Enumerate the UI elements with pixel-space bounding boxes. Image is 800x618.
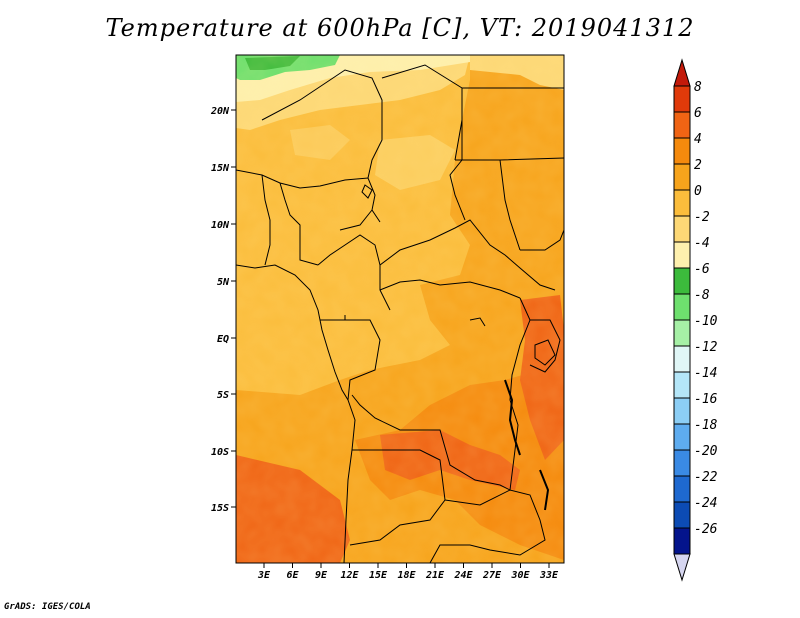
colorbar-level-label: -22 (694, 470, 718, 485)
lat-label: 15N (211, 163, 230, 174)
colorbar-swatch (673, 319, 691, 347)
lat-label: 5S (217, 390, 229, 401)
lat-label: 20N (210, 106, 230, 117)
colorbar-swatch (673, 215, 691, 243)
lat-label: 15S (211, 503, 229, 514)
lake-malawi (539, 469, 550, 511)
lat-label: EQ (217, 334, 229, 345)
colorbar-level-label: -2 (694, 210, 710, 225)
colorbar-swatch (673, 345, 691, 373)
colorbar-swatch (673, 189, 691, 217)
colorbar-level-label: -8 (694, 288, 710, 303)
lat-label: 5N (217, 277, 230, 288)
field-texture (236, 55, 564, 563)
temperature-field (236, 55, 564, 563)
lon-label: 21E (425, 570, 445, 581)
colorbar-swatch (673, 475, 691, 503)
border-car-south (379, 279, 521, 299)
colorbar-level-label: -12 (694, 340, 718, 355)
colorbar-swatch (673, 449, 691, 477)
border-niger-nigeria (236, 169, 381, 223)
lon-label: 15E (369, 570, 388, 581)
colorbar-swatch (673, 293, 691, 321)
border-benin (261, 174, 271, 266)
colorbar-top-arrow (673, 58, 691, 87)
border-congo-gabon (345, 319, 381, 401)
colorbar-level-label: 4 (694, 132, 702, 147)
lake-victoria (534, 339, 556, 366)
colorbar-level-label: -14 (694, 366, 717, 381)
colorbar-swatch (673, 527, 691, 555)
border-cameroon (317, 234, 391, 311)
lon-label: 24E (453, 570, 473, 581)
colorbar-level-label: 6 (694, 106, 702, 121)
country-borders (236, 64, 564, 563)
border-gabon-north (320, 315, 346, 321)
colorbar-bottom-arrow (673, 553, 691, 582)
colorbar-level-label: 0 (694, 184, 702, 199)
colorbar-swatch (673, 397, 691, 425)
lat-label: 10N (211, 220, 230, 231)
colorbar-swatch (673, 85, 691, 113)
grads-credit: GrADS: IGES/COLA (4, 602, 91, 612)
colorbar-swatch (673, 267, 691, 295)
border-car-north (379, 219, 556, 291)
colorbar-level-label: -10 (694, 314, 718, 329)
lon-label: 18E (397, 570, 416, 581)
border-chad-sudan (449, 120, 466, 221)
colorbar-level-label: 8 (694, 80, 702, 95)
colorbar-swatch (673, 423, 691, 451)
border-nigeria-west (279, 182, 319, 266)
longitude-axis: 3E 6E 9E 12E 15E 18E 21E 24E 27E 30E 33E (257, 563, 559, 581)
lon-label: 33E (539, 570, 559, 581)
lon-label: 9E (315, 570, 328, 581)
colorbar-level-label: -6 (694, 262, 710, 277)
map-frame (235, 54, 565, 564)
border-zambia (429, 489, 546, 563)
colorbar-swatch (673, 501, 691, 529)
colorbar-level-label: -26 (694, 522, 718, 537)
lat-label: 10S (211, 447, 229, 458)
colorbar-swatch (673, 371, 691, 399)
lon-label: 12E (340, 570, 359, 581)
coastline-west (236, 264, 356, 563)
colorbar-swatch (673, 163, 691, 191)
colorbar-swatch (673, 111, 691, 139)
lake-tanganyika (504, 379, 521, 456)
lon-label: 3E (257, 570, 271, 581)
chart-title: Temperature at 600hPa [C], VT: 201904131… (105, 14, 695, 42)
colorbar-level-label: 2 (694, 158, 702, 173)
river-segment (469, 317, 486, 327)
colorbar-swatch (673, 241, 691, 269)
border-algeria-niger (261, 69, 383, 179)
border-south-sudan (520, 229, 564, 251)
colorbar-level-label: -4 (694, 236, 710, 251)
colorbar-swatch (673, 137, 691, 165)
colorbar-level-label: -18 (694, 418, 718, 433)
lon-label: 6E (286, 570, 299, 581)
lon-label: 27E (482, 570, 502, 581)
border-east-lakes (529, 319, 561, 373)
latitude-axis: 20N 15N 10N 5N EQ 5S 10S 15S (210, 106, 236, 514)
border-nigeria-cameroon-north (339, 209, 373, 231)
lon-label: 30E (510, 570, 530, 581)
colorbar: 8 6 4 2 0 -2 -4 -6 -8 -10 -12 -14 -16 -18 -20 -22 -24 -26 (673, 58, 718, 582)
colorbar-level-label: -16 (694, 392, 718, 407)
colorbar-level-label: -24 (694, 496, 717, 511)
lake-chad (361, 184, 373, 199)
border-drc (351, 297, 531, 491)
colorbar-level-label: -20 (694, 444, 718, 459)
border-sudan-ssudan (499, 159, 521, 251)
